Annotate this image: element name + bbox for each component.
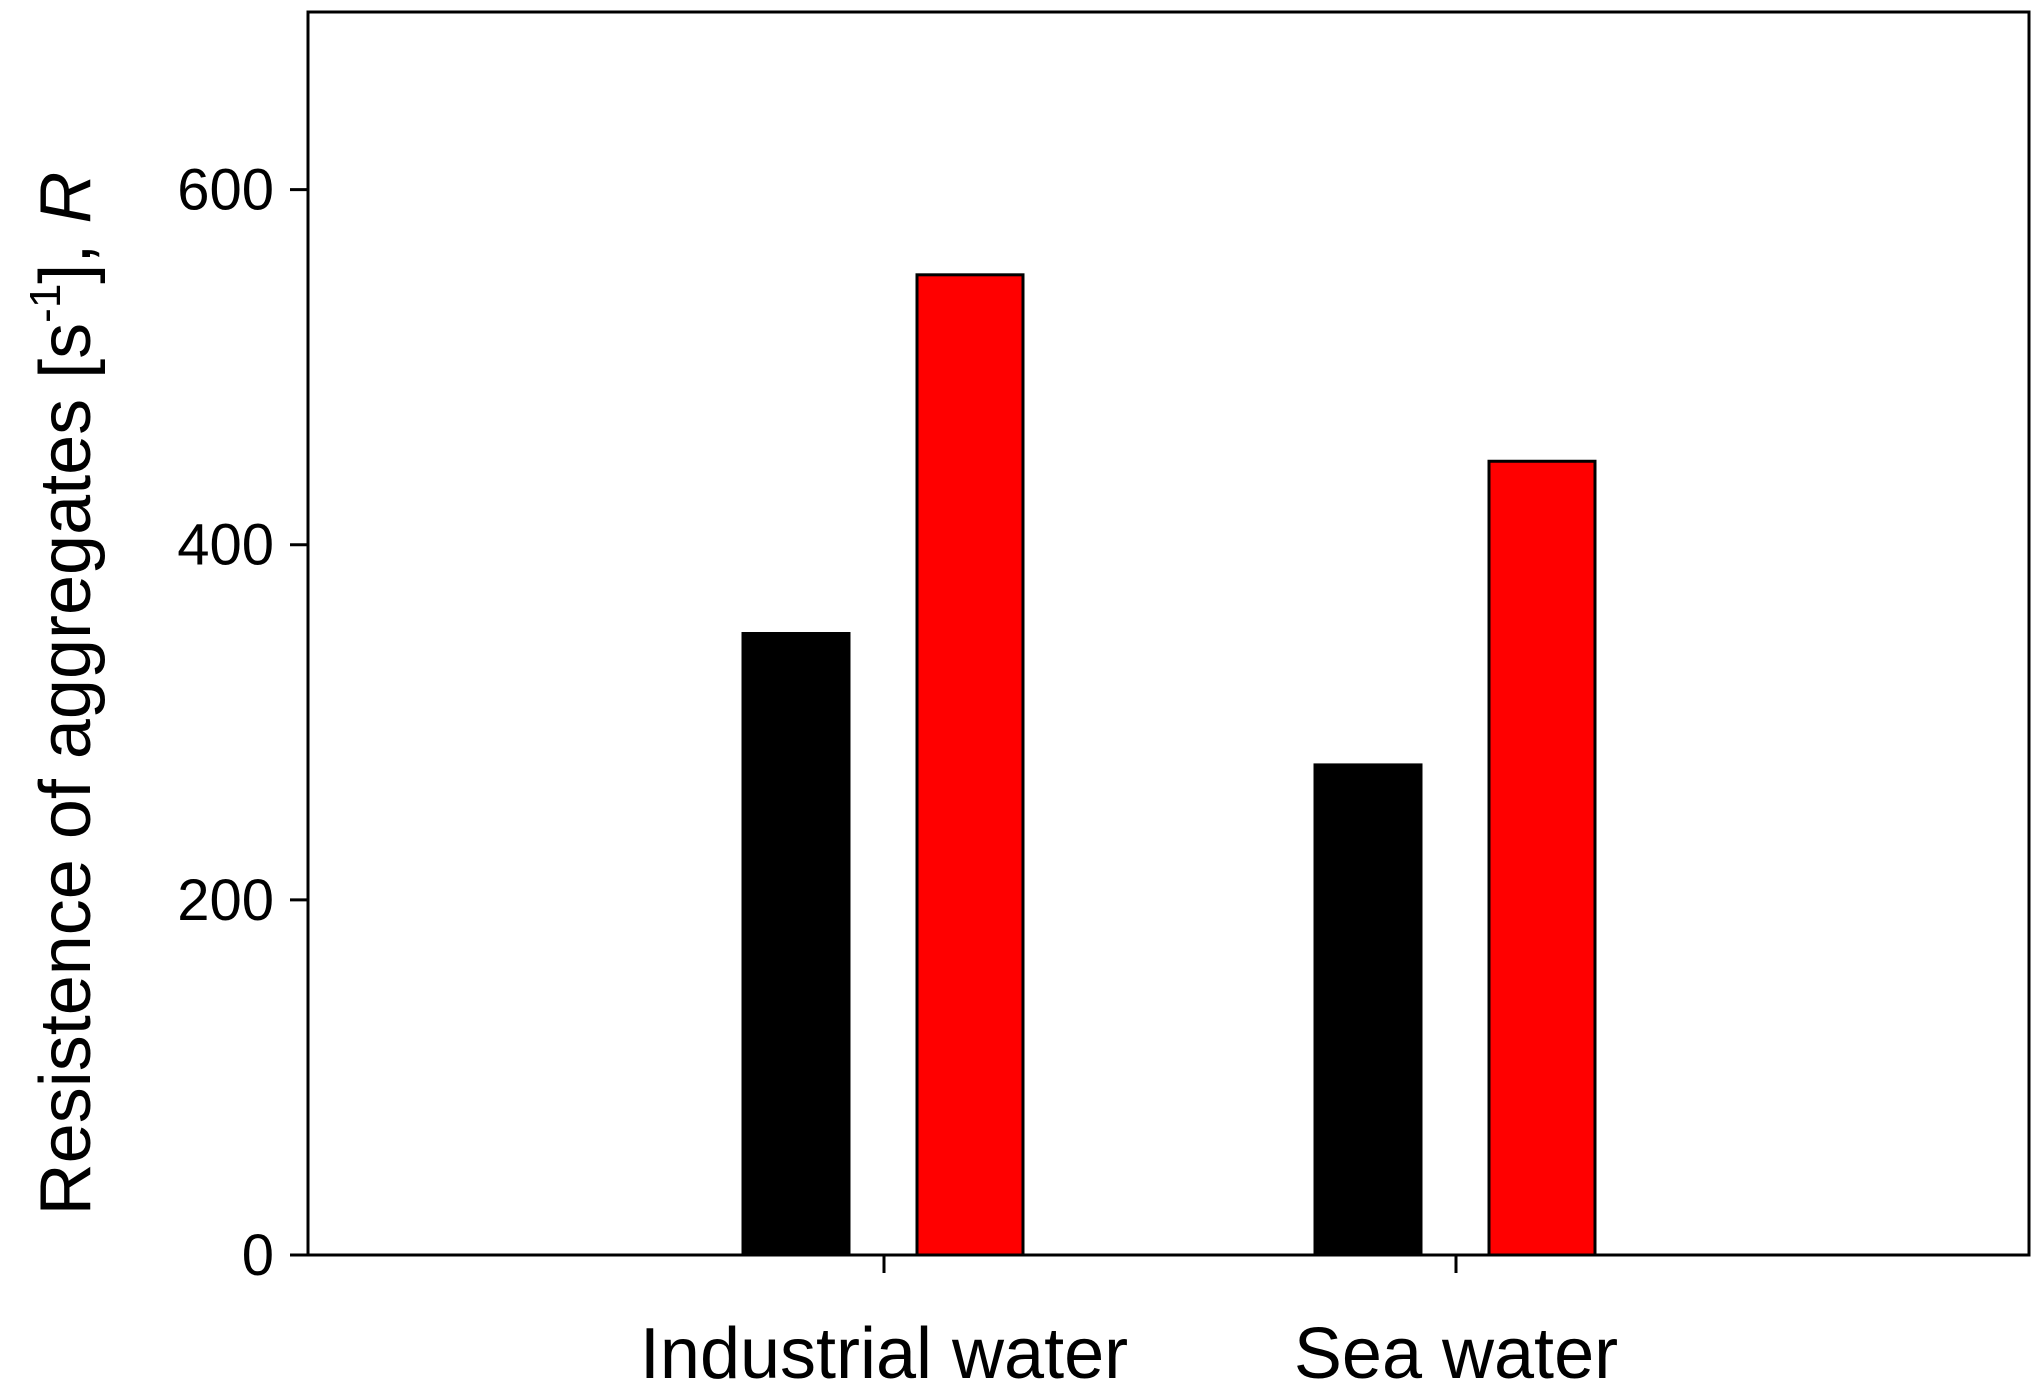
bar-series2-industrial-water bbox=[915, 273, 1025, 1257]
y-tick-label: 200 bbox=[177, 868, 274, 933]
bar-series1-sea-water bbox=[1313, 763, 1423, 1257]
bar-series2-sea-water bbox=[1487, 459, 1597, 1257]
ticks-layer bbox=[290, 188, 1458, 1273]
labels-layer: 0 200 400 600 Industrial water Sea water Resis… bbox=[21, 158, 1618, 1394]
axes-layer bbox=[306, 10, 2031, 1257]
y-tick-label: 600 bbox=[177, 158, 274, 223]
x-category-label: Sea water bbox=[1294, 1314, 1618, 1392]
y-tick-label: 400 bbox=[177, 513, 274, 578]
y-tick-label: 0 bbox=[242, 1223, 274, 1288]
bar-series1-industrial-water bbox=[741, 632, 851, 1257]
y-axis-label: Resistence of aggregates [s-1], R bbox=[21, 172, 106, 1216]
x-category-label: Industrial water bbox=[640, 1314, 1128, 1392]
plot-frame bbox=[306, 10, 2031, 1257]
y-axis-label-text: Resistence of aggregates [s-1], R bbox=[21, 172, 106, 1216]
bars-layer bbox=[741, 273, 1597, 1257]
